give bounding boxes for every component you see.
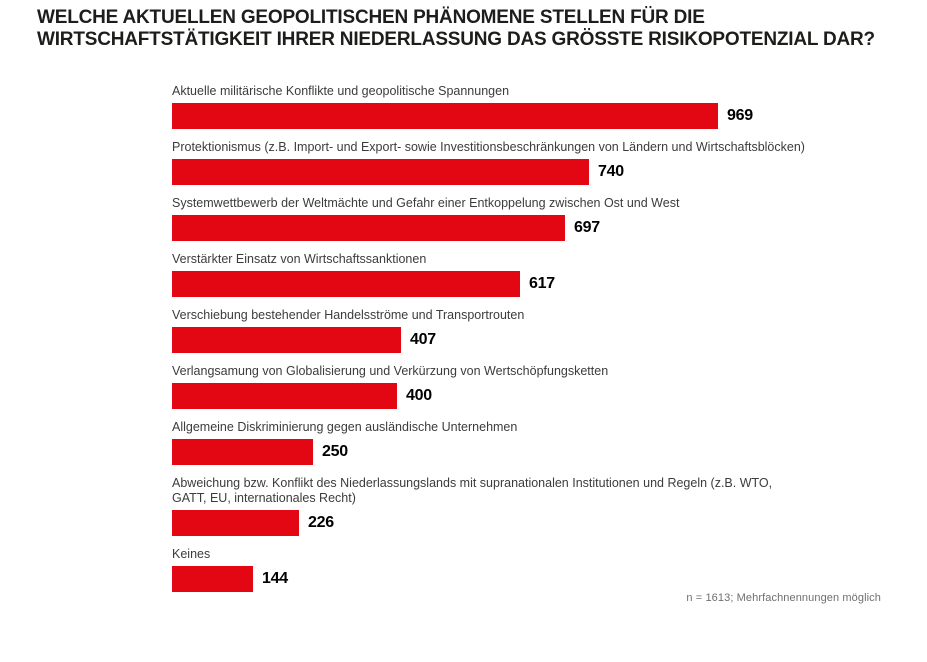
- bar-category-label: Systemwettbewerb der Weltmächte und Gefa…: [172, 196, 680, 210]
- sample-size-note: n = 1613; Mehrfachnennungen möglich: [686, 592, 881, 604]
- bar-value-label: 144: [262, 570, 288, 587]
- bar-value-label: 407: [410, 331, 436, 348]
- bar: [172, 510, 299, 536]
- bar: [172, 103, 718, 129]
- bar: [172, 439, 313, 465]
- chart-title-line-1: WELCHE AKTUELLEN GEOPOLITISCHEN PHÄNOMEN…: [37, 7, 705, 28]
- bar-row: Allgemeine Diskriminierung gegen ausländ…: [172, 420, 927, 465]
- bar-category-label: Abweichung bzw. Konflikt des Niederlassu…: [172, 476, 773, 505]
- bar-line: 226: [172, 510, 927, 536]
- bar-category-label: Keines: [172, 547, 211, 561]
- bar-line: 250: [172, 439, 927, 465]
- bar-row: Abweichung bzw. Konflikt des Niederlassu…: [172, 476, 927, 536]
- bar: [172, 271, 520, 297]
- bar-value-label: 400: [406, 387, 432, 404]
- bar-category-label: Verlangsamung von Globalisierung und Ver…: [172, 364, 609, 378]
- chart-title-line-2: WIRTSCHAFTSTÄTIGKEIT IHRER NIEDERLASSUNG…: [37, 29, 875, 50]
- bar-value-label: 250: [322, 443, 348, 460]
- bar-line: 740: [172, 159, 927, 185]
- bar-row: Protektionismus (z.B. Import- und Export…: [172, 140, 927, 185]
- bar-value-label: 697: [574, 219, 600, 236]
- bar-line: 400: [172, 383, 927, 409]
- bar-line: 969: [172, 103, 927, 129]
- bar-value-label: 617: [529, 275, 555, 292]
- bar-line: 617: [172, 271, 927, 297]
- bar-row: Aktuelle militärische Konflikte und geop…: [172, 84, 927, 129]
- bar: [172, 566, 253, 592]
- bar: [172, 383, 397, 409]
- bar-row: Systemwettbewerb der Weltmächte und Gefa…: [172, 196, 927, 241]
- bar-row: Verlangsamung von Globalisierung und Ver…: [172, 364, 927, 409]
- bar: [172, 327, 401, 353]
- bar-line: 407: [172, 327, 927, 353]
- bar-line: 144: [172, 566, 927, 592]
- chart-title: WELCHE AKTUELLEN GEOPOLITISCHEN PHÄNOMEN…: [37, 7, 897, 51]
- bar: [172, 215, 565, 241]
- bar-category-label: Aktuelle militärische Konflikte und geop…: [172, 84, 510, 98]
- bar-chart: Aktuelle militärische Konflikte und geop…: [172, 84, 927, 603]
- bar-line: 697: [172, 215, 927, 241]
- bar-value-label: 969: [727, 107, 753, 124]
- bar-value-label: 226: [308, 514, 334, 531]
- bar-row: Verschiebung bestehender Handelsströme u…: [172, 308, 927, 353]
- bar-category-label: Verschiebung bestehender Handelsströme u…: [172, 308, 525, 322]
- bar-category-label: Protektionismus (z.B. Import- und Export…: [172, 140, 805, 154]
- bar-row: Keines 144: [172, 547, 927, 592]
- bar: [172, 159, 589, 185]
- bar-category-label: Allgemeine Diskriminierung gegen ausländ…: [172, 420, 518, 434]
- bar-value-label: 740: [598, 163, 624, 180]
- bar-row: Verstärkter Einsatz von Wirtschaftssankt…: [172, 252, 927, 297]
- bar-category-label: Verstärkter Einsatz von Wirtschaftssankt…: [172, 252, 427, 266]
